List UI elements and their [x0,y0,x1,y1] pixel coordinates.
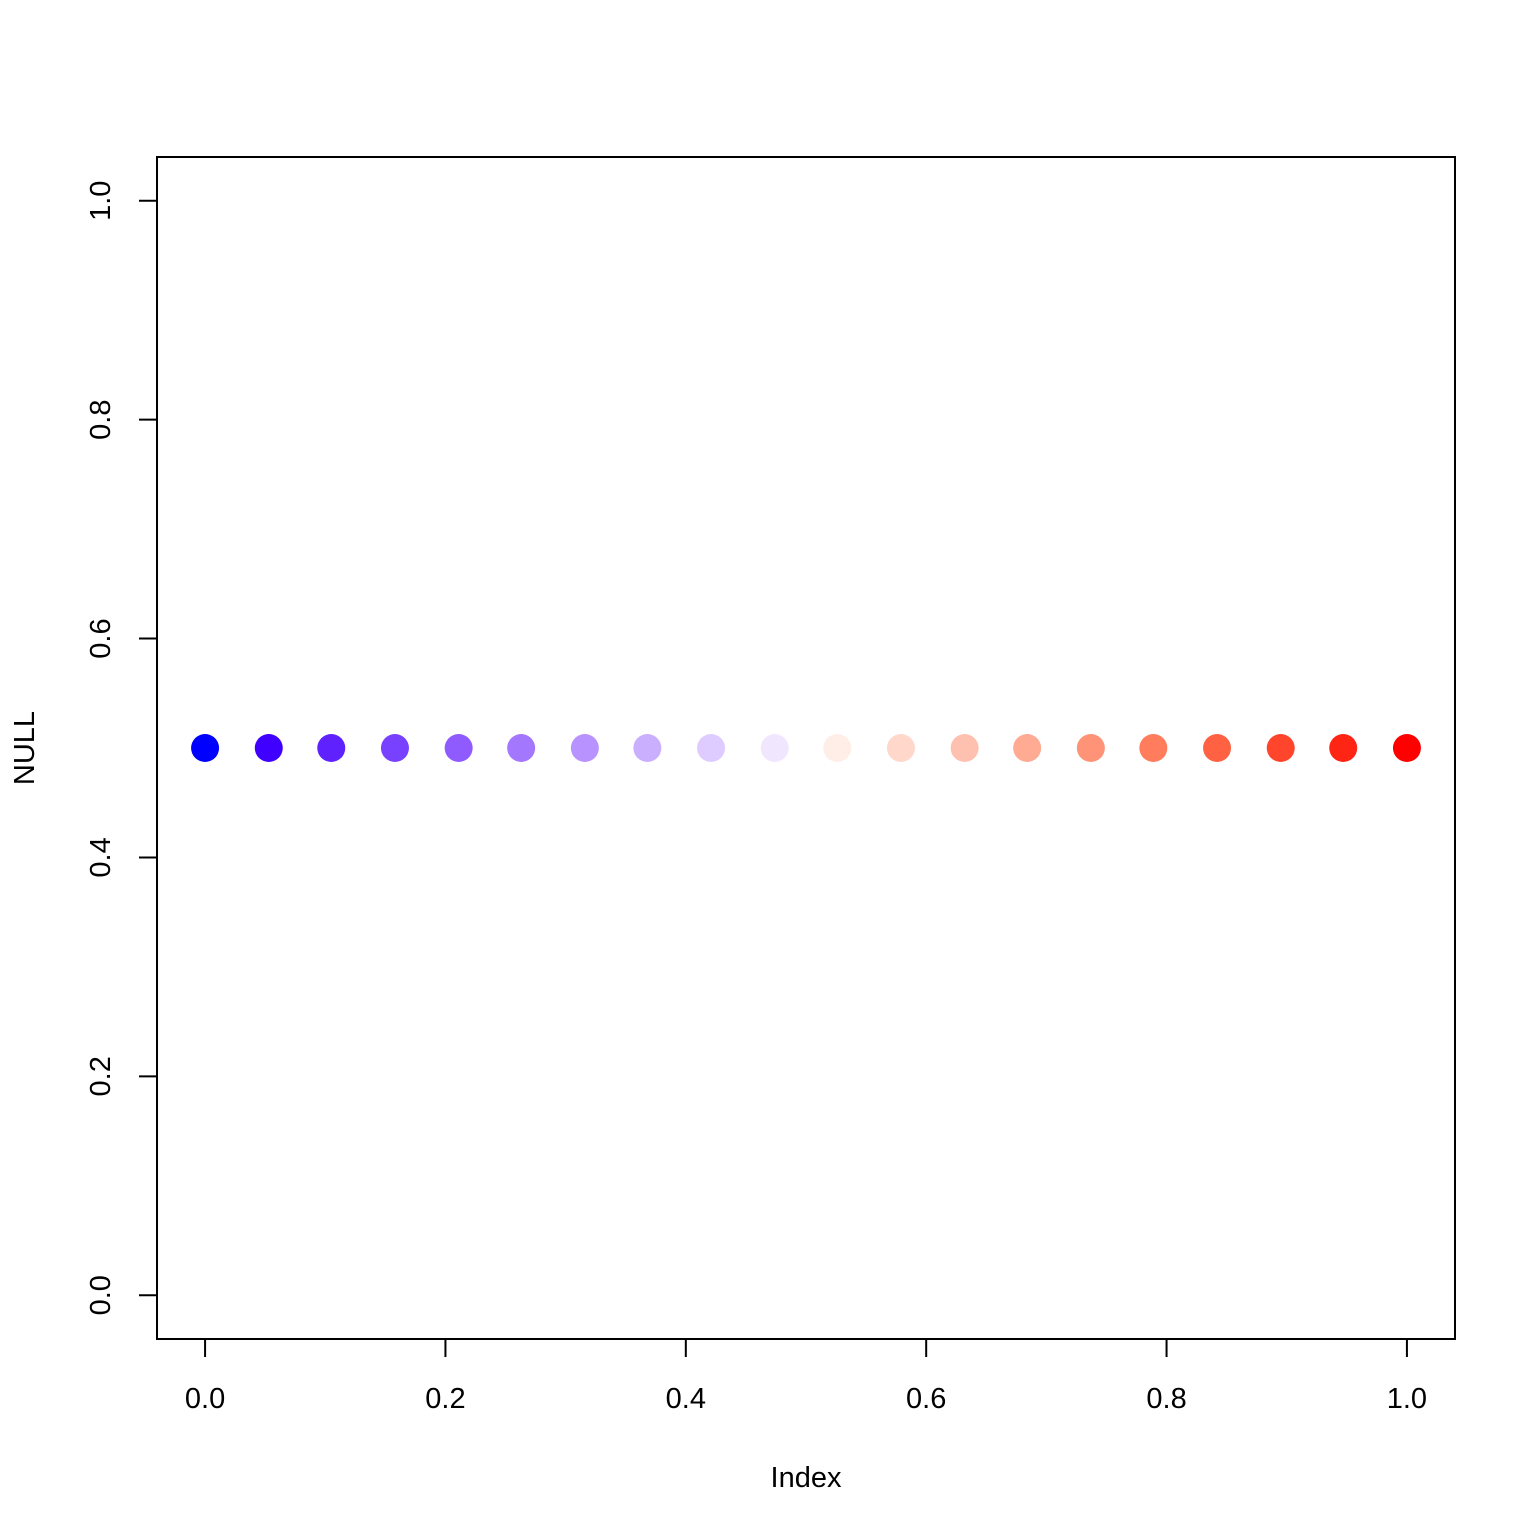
point [570,734,599,762]
y-tick-label: 0.6 [85,618,117,658]
point [317,734,346,762]
point [254,734,283,762]
point [697,734,726,762]
x-tick-label: 0.8 [1146,1383,1186,1415]
point [1203,734,1232,762]
point [823,734,852,762]
point [1076,734,1105,762]
x-tick-label: 0.4 [666,1383,706,1415]
y-tick-label: 0.8 [85,400,117,440]
plot-frame [156,156,1456,1340]
point [1329,734,1358,762]
x-tick-label: 1.0 [1387,1383,1427,1415]
point [444,734,473,762]
point [507,734,536,762]
y-tick-label: 0.2 [85,1056,117,1096]
x-axis-label: Index [771,1462,842,1494]
point [1266,734,1295,762]
x-tick-label: 0.6 [906,1383,946,1415]
x-tick-label: 0.0 [185,1383,225,1415]
point [1392,734,1421,762]
y-tick-label: 1.0 [85,181,117,221]
y-axis-label: NULL [9,711,41,785]
point [380,734,409,762]
y-tick-label: 0.0 [85,1275,117,1315]
point [1013,734,1042,762]
y-tick-label: 0.4 [85,837,117,877]
point [633,734,662,762]
x-tick-label: 0.2 [425,1383,465,1415]
point [760,734,789,762]
point [1139,734,1168,762]
point [950,734,979,762]
point [886,734,915,762]
point [191,734,220,762]
